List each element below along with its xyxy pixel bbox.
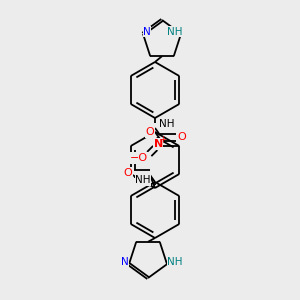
Text: O: O	[178, 132, 186, 142]
Text: NH: NH	[167, 257, 183, 267]
Text: N: N	[143, 27, 151, 37]
Text: O: O	[146, 127, 154, 137]
Text: NH: NH	[167, 27, 183, 37]
Text: N: N	[154, 139, 163, 149]
Text: −O: −O	[130, 153, 148, 163]
Text: N: N	[121, 257, 129, 267]
Text: NH: NH	[159, 119, 175, 129]
Text: NH: NH	[135, 175, 151, 185]
Text: O: O	[124, 168, 132, 178]
Text: +: +	[159, 136, 166, 145]
